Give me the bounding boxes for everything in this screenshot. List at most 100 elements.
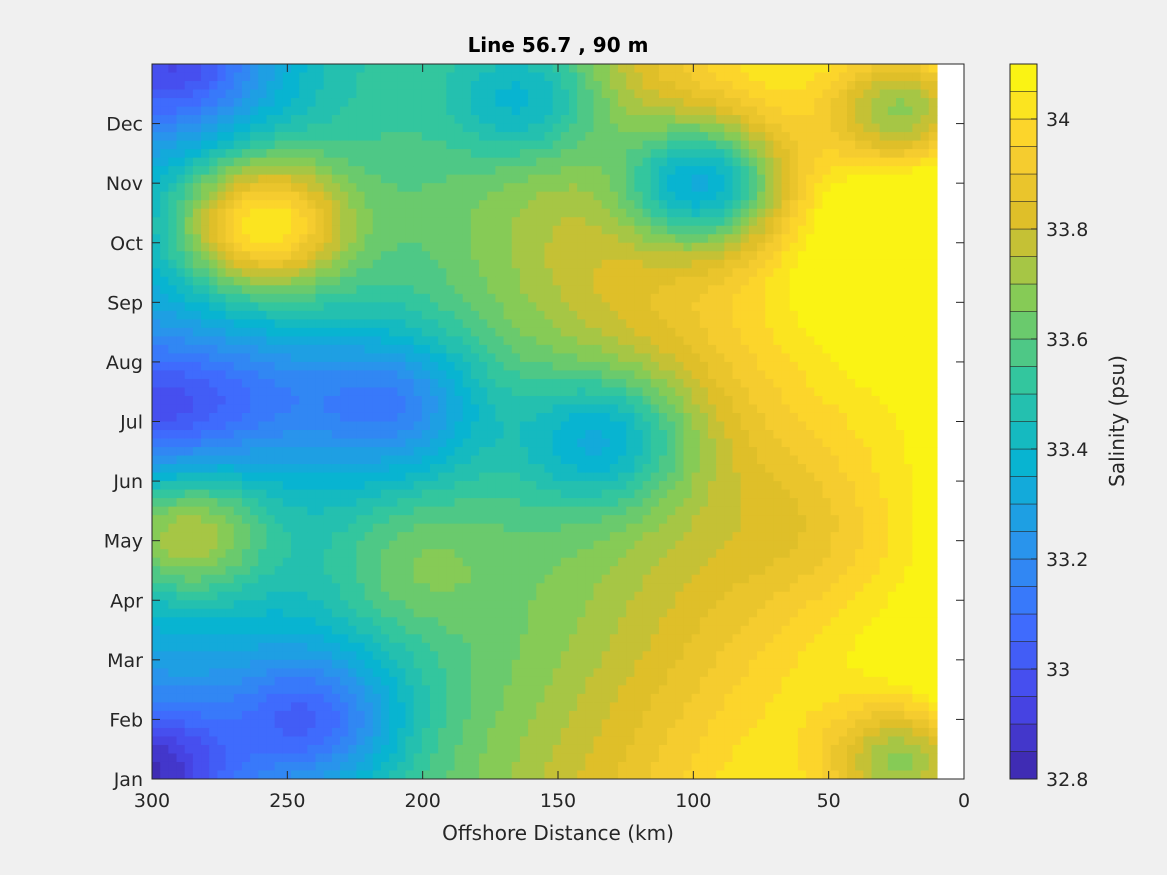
heatmap-cell: [225, 744, 235, 755]
heatmap-cell: [307, 166, 317, 176]
heatmap-cell: [209, 310, 219, 320]
heatmap-cell: [560, 753, 570, 763]
heatmap-cell: [593, 276, 603, 286]
heatmap-cell: [356, 651, 366, 661]
heatmap-cell: [356, 98, 366, 108]
heatmap-cell: [552, 719, 562, 729]
heatmap-cell: [470, 770, 480, 779]
heatmap-cell: [421, 634, 431, 644]
heatmap-cell: [315, 447, 325, 457]
heatmap-cell: [233, 285, 243, 295]
heatmap-cell: [340, 447, 349, 457]
heatmap-cell: [356, 600, 366, 610]
heatmap-cell: [315, 191, 325, 201]
heatmap-cell: [479, 208, 488, 218]
heatmap-cell: [160, 225, 169, 235]
heatmap-cell: [560, 378, 570, 389]
heatmap-cell: [201, 668, 210, 678]
heatmap-cell: [397, 81, 407, 91]
heatmap-cell: [184, 719, 194, 729]
heatmap-cell: [201, 489, 210, 499]
heatmap-cell: [421, 149, 431, 159]
heatmap-cell: [495, 310, 505, 320]
heatmap-cell: [560, 191, 570, 201]
heatmap-cell: [462, 191, 472, 201]
heatmap-cell: [519, 217, 529, 227]
heatmap-cell: [152, 651, 161, 661]
heatmap-cell: [323, 370, 333, 380]
heatmap-cell: [446, 540, 456, 550]
heatmap-cell: [209, 293, 219, 303]
heatmap-cell: [233, 64, 243, 74]
heatmap-cell: [266, 268, 276, 278]
heatmap-cell: [356, 761, 366, 772]
heatmap-cell: [528, 395, 537, 406]
heatmap-cell: [609, 668, 619, 678]
heatmap-cell: [380, 310, 390, 320]
heatmap-cell: [511, 583, 521, 593]
heatmap-cell: [552, 378, 562, 389]
heatmap-cell: [241, 412, 251, 423]
heatmap-cell: [331, 642, 341, 652]
heatmap-cell: [348, 387, 358, 397]
heatmap-cell: [634, 191, 644, 201]
heatmap-cell: [601, 566, 611, 576]
heatmap-cell: [274, 600, 284, 610]
heatmap-cell: [201, 549, 210, 559]
heatmap-cell: [511, 259, 521, 269]
heatmap-cell: [552, 234, 562, 244]
heatmap-cell: [560, 140, 570, 150]
heatmap-cell: [160, 515, 169, 525]
heatmap-cell: [462, 327, 472, 337]
heatmap-cell: [634, 217, 644, 227]
heatmap-cell: [201, 310, 210, 320]
heatmap-cell: [315, 608, 325, 618]
heatmap-cell: [569, 234, 578, 244]
heatmap-cell: [446, 430, 456, 440]
heatmap-cell: [569, 191, 578, 201]
heatmap-cell: [241, 242, 251, 252]
heatmap-cell: [233, 72, 243, 82]
heatmap-cell: [479, 293, 488, 303]
heatmap-cell: [323, 387, 333, 397]
heatmap-cell: [233, 464, 243, 474]
heatmap-cell: [528, 327, 537, 337]
heatmap-cell: [225, 208, 235, 218]
heatmap-cell: [274, 540, 284, 550]
heatmap-cell: [225, 319, 235, 329]
heatmap-cell: [454, 115, 464, 125]
heatmap-cell: [233, 438, 243, 448]
heatmap-cell: [626, 327, 636, 337]
heatmap-cell: [585, 557, 595, 567]
heatmap-cell: [356, 744, 366, 755]
heatmap-cell: [331, 225, 341, 235]
heatmap-cell: [495, 719, 505, 729]
heatmap-cell: [241, 506, 251, 516]
heatmap-cell: [519, 600, 529, 610]
heatmap-cell: [585, 617, 595, 627]
heatmap-cell: [544, 115, 554, 125]
heatmap-cell: [380, 591, 390, 601]
heatmap-cell: [307, 140, 317, 150]
heatmap-cell: [593, 268, 603, 278]
heatmap-cell: [560, 310, 570, 320]
heatmap-cell: [601, 668, 611, 678]
heatmap-cell: [307, 149, 317, 159]
heatmap-cell: [462, 285, 472, 295]
heatmap-cell: [217, 378, 227, 389]
heatmap-cell: [626, 668, 636, 678]
heatmap-cell: [340, 200, 349, 210]
heatmap-cell: [372, 744, 382, 755]
heatmap-cell: [184, 523, 194, 533]
heatmap-cell: [479, 344, 488, 354]
heatmap-cell: [233, 668, 243, 678]
heatmap-cell: [307, 557, 317, 567]
heatmap-cell: [552, 634, 562, 644]
heatmap-cell: [241, 557, 251, 567]
heatmap-cell: [585, 540, 595, 550]
heatmap-cell: [356, 727, 366, 738]
heatmap-cell: [299, 489, 308, 499]
heatmap-cell: [225, 761, 235, 772]
heatmap-cell: [421, 761, 431, 772]
heatmap-cell: [446, 225, 456, 235]
